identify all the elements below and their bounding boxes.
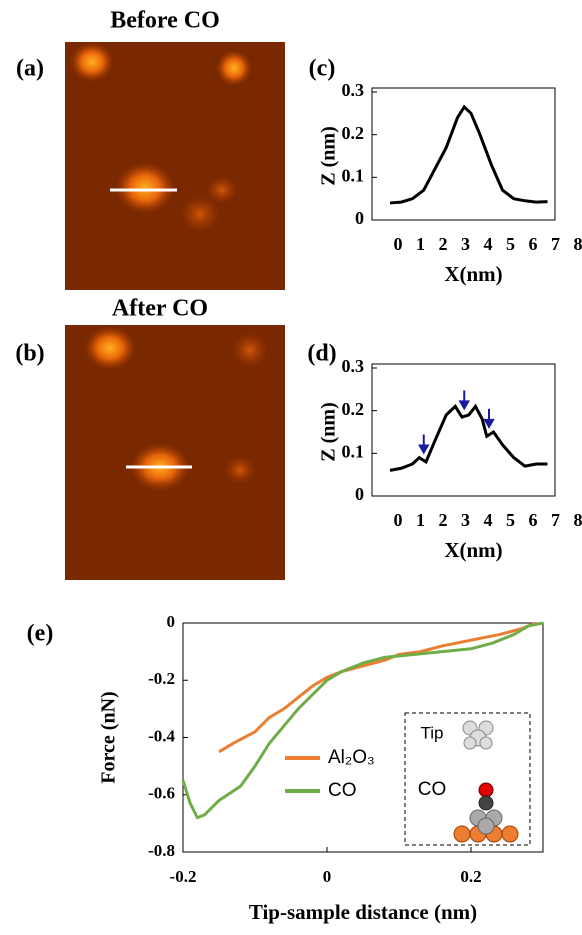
arrow [483, 408, 495, 429]
y-tick-label: 0 [355, 208, 364, 228]
stm-image-a [65, 42, 285, 290]
x-tick-label: 8 [574, 510, 582, 530]
x-axis-label: X(nm) [444, 262, 502, 286]
y-tick-label: 0.2 [342, 123, 365, 143]
x-tick-label: 5 [506, 234, 515, 254]
series-line [389, 403, 548, 472]
x-tick-label: 4 [484, 510, 493, 530]
arrow [458, 390, 470, 411]
panel-label: (b) [15, 341, 44, 367]
x-axis-label: X(nm) [444, 538, 502, 562]
x-tick-label: 0.2 [460, 867, 481, 886]
x-tick-label: 3 [461, 510, 470, 530]
stm-image-b [65, 325, 285, 580]
arrow [418, 434, 430, 455]
panel-label: (c) [309, 56, 336, 82]
panel-label: (d) [307, 341, 336, 367]
x-tick-label: 0 [394, 234, 403, 254]
plot-frame [371, 87, 556, 221]
legend-label: Al₂O₃ [328, 747, 375, 768]
x-tick-label: 6 [529, 510, 538, 530]
x-tick-label: 5 [506, 510, 515, 530]
series-line [389, 104, 548, 205]
x-tick-label: 0 [323, 867, 332, 886]
image-title: Before CO [110, 8, 220, 34]
x-tick-label: -0.2 [170, 867, 197, 886]
legend-label: CO [328, 780, 357, 801]
y-tick-label: -0.2 [148, 669, 175, 688]
x-tick-label: 2 [439, 234, 448, 254]
panel-label: (e) [27, 621, 54, 647]
y-axis-label: Z (nm) [318, 126, 340, 185]
y-tick-label: 0.1 [342, 441, 365, 461]
y-axis-label: Z (nm) [318, 402, 340, 461]
y-tick-label: -0.4 [148, 726, 175, 745]
image-title: After CO [112, 296, 208, 322]
x-tick-label: 6 [529, 234, 538, 254]
panel-label: (a) [16, 56, 44, 82]
x-tick-label: 3 [461, 234, 470, 254]
x-axis-label: Tip-sample distance (nm) [249, 900, 477, 924]
y-tick-label: -0.6 [148, 784, 175, 803]
x-tick-label: 8 [574, 234, 582, 254]
inset-label: Tip [421, 723, 444, 742]
x-tick-label: 7 [551, 510, 560, 530]
y-tick-label: 0 [167, 612, 176, 631]
y-tick-label: -0.8 [148, 841, 175, 860]
y-tick-label: 0 [355, 484, 364, 504]
inset: Tip CO [404, 712, 531, 846]
x-tick-label: 0 [394, 510, 403, 530]
x-tick-label: 1 [416, 510, 425, 530]
plot-frame [371, 363, 556, 497]
y-axis-label: Force (nN) [98, 691, 120, 783]
x-tick-label: 4 [484, 234, 493, 254]
x-tick-label: 7 [551, 234, 560, 254]
x-tick-label: 2 [439, 510, 448, 530]
y-tick-label: 0.3 [342, 80, 365, 100]
y-tick-label: 0.1 [342, 165, 365, 185]
inset-label: CO [418, 779, 447, 800]
y-tick-label: 0.3 [342, 356, 365, 376]
y-tick-label: 0.2 [342, 399, 365, 419]
series-line [181, 621, 544, 820]
x-tick-label: 1 [416, 234, 425, 254]
